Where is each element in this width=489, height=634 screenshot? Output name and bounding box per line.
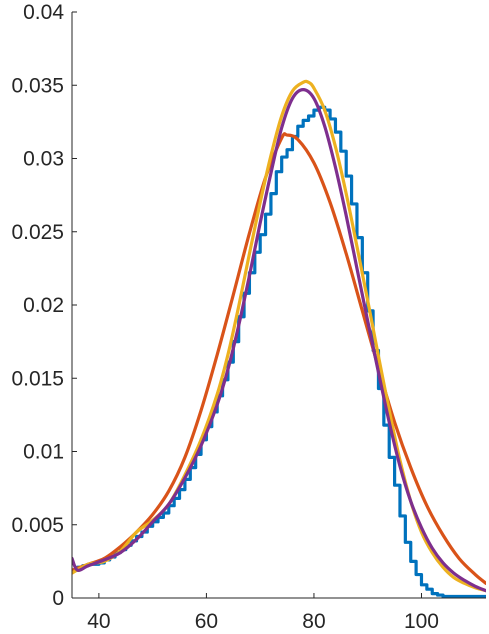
y-tick-label: 0.04 (23, 1, 64, 24)
x-tick-label: 60 (195, 610, 218, 633)
y-tick-label: 0.01 (23, 441, 64, 464)
y-tick-label: 0.025 (11, 221, 64, 244)
series-line-2 (72, 132, 486, 585)
y-tick-label: 0.02 (23, 294, 64, 317)
series-line-4 (72, 88, 486, 593)
x-tick-label: 100 (404, 610, 439, 633)
y-tick-label: 0.005 (11, 514, 64, 537)
series-line-3 (72, 79, 486, 593)
y-tick-label: 0.03 (23, 148, 64, 171)
y-tick-label: 0.015 (11, 367, 64, 390)
y-tick-label: 0 (52, 587, 64, 610)
series-line-1 (72, 105, 486, 598)
x-tick-label: 40 (87, 610, 110, 633)
series-layer (72, 79, 486, 598)
y-tick-label: 0.035 (11, 74, 64, 97)
axes: 0 0.005 0.01 0.015 0.02 0.025 0.03 0.035 0.04 40 6… (11, 1, 486, 633)
x-tick-label: 80 (302, 610, 325, 633)
